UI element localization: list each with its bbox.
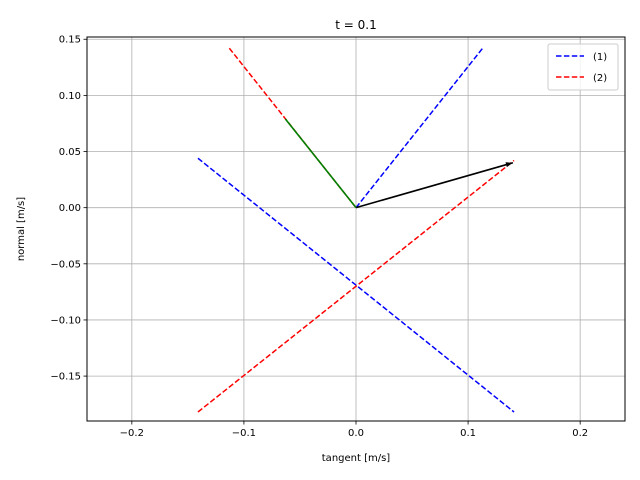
velocity-vector xyxy=(355,161,514,209)
x-tick-label: −0.2 xyxy=(120,428,144,439)
x-tick-label: 0.2 xyxy=(572,428,588,439)
series-1-line xyxy=(355,47,484,209)
x-axis-label: tangent [m/s] xyxy=(322,453,391,464)
y-tick-label: 0.15 xyxy=(59,35,81,46)
series-2-line xyxy=(197,159,515,413)
x-tick-label: −0.1 xyxy=(232,428,256,439)
y-tick-label: 0.05 xyxy=(59,147,81,158)
legend-label-series-1: (1) xyxy=(593,52,607,63)
y-tick-label: −0.05 xyxy=(50,259,81,270)
y-ticks: 0.15 0.10 0.05 0.00 −0.05 −0.10 −0.15 xyxy=(50,35,87,383)
x-tick-label: 0.0 xyxy=(348,428,364,439)
y-axis-label: normal [m/s] xyxy=(16,197,27,261)
y-tick-label: 0.00 xyxy=(59,203,81,214)
grid xyxy=(87,37,625,421)
legend: (1) (2) xyxy=(547,43,619,91)
y-tick-label: −0.15 xyxy=(50,372,81,383)
series-1-line xyxy=(197,157,515,413)
reflected-segment xyxy=(284,118,357,209)
y-tick-label: −0.10 xyxy=(50,315,81,326)
x-tick-label: 0.1 xyxy=(460,428,476,439)
x-ticks: −0.2 −0.1 0.0 0.1 0.2 xyxy=(120,421,588,439)
velocity-vector-head xyxy=(505,162,513,168)
legend-box xyxy=(547,43,619,91)
chart-title: t = 0.1 xyxy=(335,18,376,32)
plot-lines xyxy=(197,47,515,413)
legend-label-series-2: (2) xyxy=(593,73,607,84)
y-tick-label: 0.10 xyxy=(59,91,81,102)
